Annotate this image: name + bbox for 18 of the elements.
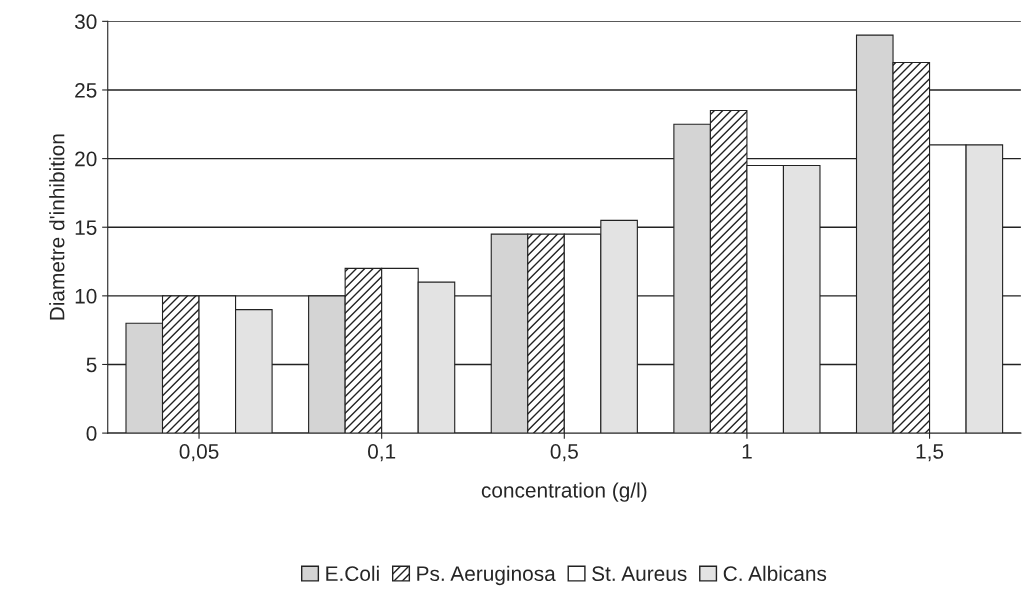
legend-label: E.Coli <box>326 565 379 582</box>
legend-label: Ps. Aeruginosa <box>417 565 556 586</box>
y-axis-title: Diametre d'inhibition <box>49 134 65 320</box>
y-tick-label: 30 <box>74 14 97 30</box>
x-axis-title: concentration (g/l) <box>481 482 647 502</box>
x-tick-label: 1 <box>742 444 752 459</box>
y-tick-label: 0 <box>86 426 97 441</box>
x-tick-label: 1,5 <box>916 444 944 462</box>
x-tick-label: 0,05 <box>179 444 219 462</box>
y-tick-label: 25 <box>75 82 97 98</box>
legend-label: St. Aureus <box>592 566 687 582</box>
y-tick-label: 10 <box>75 288 97 304</box>
y-tick-label: 15 <box>75 220 97 235</box>
x-tick-label: 0,5 <box>550 444 578 462</box>
y-tick-label: 5 <box>86 357 97 373</box>
y-tick-label: 20 <box>75 151 97 167</box>
legend-label: C. Albicans <box>723 565 827 582</box>
x-tick-label: 0,1 <box>368 444 396 462</box>
